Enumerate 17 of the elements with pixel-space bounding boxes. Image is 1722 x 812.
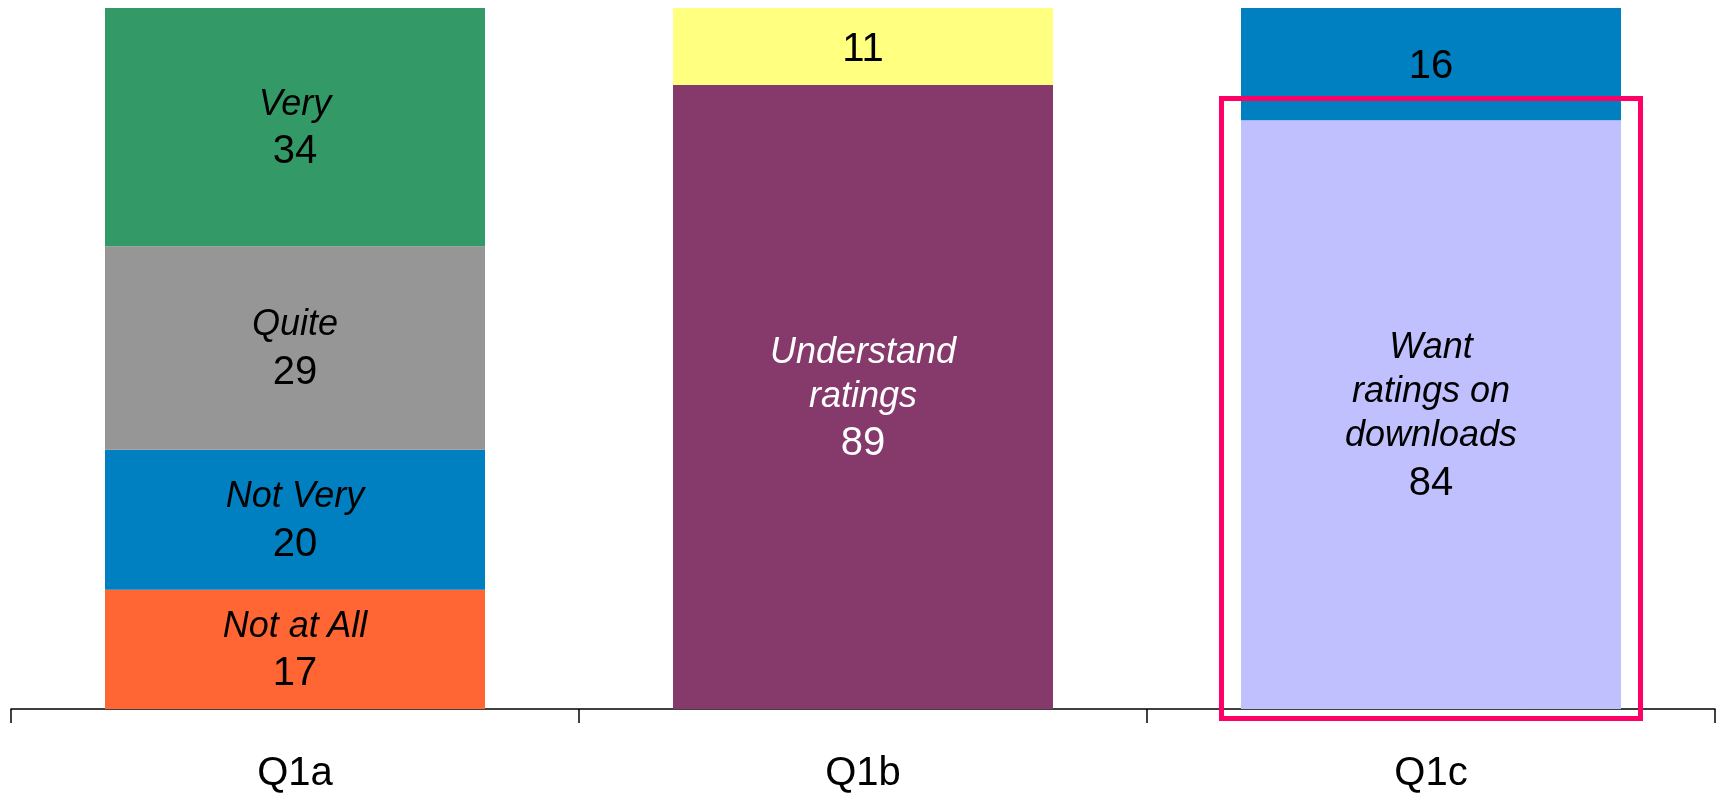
series-label: Very [258, 81, 334, 123]
series-label: Want ratings on downloads [1344, 325, 1518, 455]
data-label: 16 [1408, 42, 1454, 87]
data-label: 89 [840, 419, 886, 464]
data-label: 11 [842, 24, 884, 69]
data-label: 84 [1408, 458, 1454, 503]
series-label: Quite [251, 302, 339, 344]
x-tick-label: Q1b [825, 749, 901, 793]
data-label: 20 [272, 519, 318, 564]
data-label: 34 [272, 127, 318, 172]
data-label: 29 [272, 347, 318, 392]
data-label: 17 [272, 649, 318, 694]
series-label: Not at All [222, 603, 369, 645]
series-label: Not Very [225, 474, 367, 516]
x-tick-label: Q1c [1394, 749, 1468, 793]
x-tick-label: Q1a [257, 749, 334, 793]
series-label: Understand ratings [769, 329, 958, 415]
